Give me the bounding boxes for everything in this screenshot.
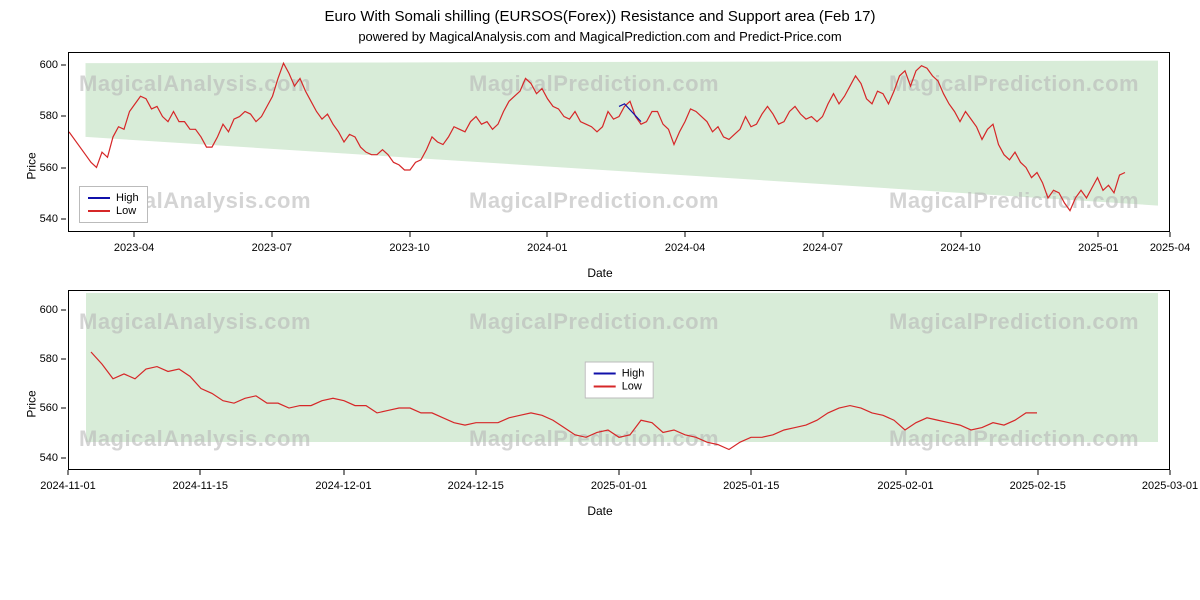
- legend-high-label: High: [622, 368, 645, 380]
- y-tick-label: 540: [40, 452, 58, 464]
- legend-high-swatch: [88, 197, 110, 199]
- chart1-xticks: 2023-04 2023-07 2023-10 2024-01 2024-04 2024-…: [68, 232, 1170, 260]
- x-tick-label: 2025-01: [1078, 242, 1118, 254]
- y-tick-label: 560: [40, 162, 58, 174]
- chart1-xlabel: Date: [10, 266, 1190, 280]
- chart2-xlabel: Date: [10, 504, 1190, 518]
- legend-low-label: Low: [116, 205, 136, 217]
- chart-subtitle: powered by MagicalAnalysis.com and Magic…: [10, 29, 1190, 44]
- legend-high-row: High: [88, 192, 139, 204]
- legend-low-swatch: [88, 210, 110, 212]
- x-tick-label: 2024-12-01: [315, 480, 371, 492]
- y-tick-label: 600: [40, 59, 58, 71]
- x-tick-label: 2023-07: [252, 242, 292, 254]
- y-tick-label: 580: [40, 110, 58, 122]
- x-tick-label: 2024-01: [527, 242, 567, 254]
- chart2-wrapper: Price 540560580600 MagicalAnalysis.comMa…: [10, 290, 1190, 518]
- chart1-lines: [69, 53, 1169, 231]
- x-tick-label: 2024-10: [940, 242, 980, 254]
- x-tick-label: 2024-04: [665, 242, 705, 254]
- chart1-legend: High Low: [79, 186, 148, 223]
- x-tick-label: 2023-10: [389, 242, 429, 254]
- chart2-legend: High Low: [585, 362, 654, 399]
- legend-high-row: High: [594, 368, 645, 380]
- x-tick-label: 2024-11-15: [173, 480, 228, 492]
- legend-high-swatch: [594, 373, 616, 375]
- y-tick-label: 540: [40, 213, 58, 225]
- x-tick-label: 2024-07: [803, 242, 843, 254]
- x-tick-label: 2025-01-15: [723, 480, 779, 492]
- x-tick-label: 2024-11-01: [40, 480, 95, 492]
- legend-high-label: High: [116, 192, 139, 204]
- x-tick-label: 2023-04: [114, 242, 154, 254]
- chart1-yticks: 540 560 580 600: [10, 52, 66, 280]
- chart-container: Euro With Somali shilling (EURSOS(Forex)…: [0, 0, 1200, 600]
- x-tick-label: 2025-02-15: [1010, 480, 1066, 492]
- x-tick-label: 2024-12-15: [448, 480, 504, 492]
- x-tick-label: 2025-03-01: [1142, 480, 1198, 492]
- legend-low-label: Low: [622, 381, 642, 393]
- legend-low-swatch: [594, 386, 616, 388]
- chart2-plot-area: MagicalAnalysis.comMagicalPrediction.com…: [68, 290, 1170, 470]
- chart-title: Euro With Somali shilling (EURSOS(Forex)…: [10, 8, 1190, 25]
- legend-low-row: Low: [594, 381, 645, 393]
- chart1-wrapper: Price 540560580600 MagicalAnalysis.comMa…: [10, 52, 1190, 280]
- x-tick-label: 2025-01-01: [591, 480, 647, 492]
- x-tick-label: 2025-02-01: [877, 480, 933, 492]
- x-tick-label: 2025-04: [1150, 242, 1190, 254]
- chart1-plot-area: MagicalAnalysis.comMagicalPrediction.com…: [68, 52, 1170, 232]
- y-tick-label: 560: [40, 402, 58, 414]
- chart2-xticks: 2024-11-012024-11-152024-12-012024-12-15…: [68, 470, 1170, 498]
- legend-low-row: Low: [88, 205, 139, 217]
- y-tick-label: 600: [40, 304, 58, 316]
- y-tick-label: 580: [40, 353, 58, 365]
